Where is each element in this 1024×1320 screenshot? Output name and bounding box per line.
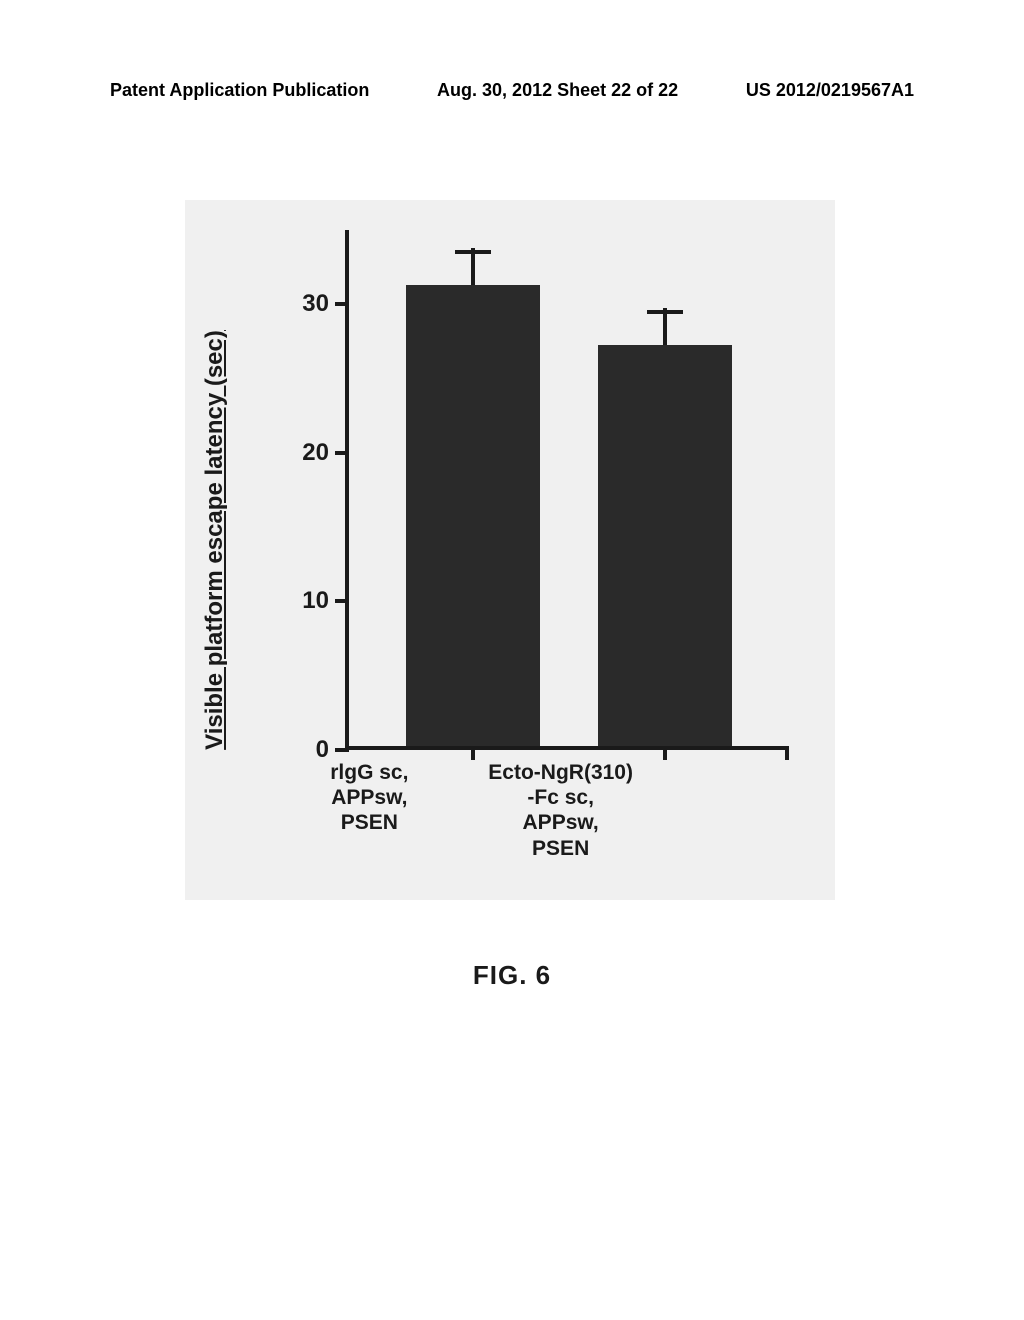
bar — [406, 285, 540, 746]
error-bar-cap — [455, 250, 491, 254]
chart-inner: Visible platform escape latency (sec) 01… — [245, 230, 805, 850]
x-category-label: Ecto-NgR(310)-Fc sc,APPsw,PSEN — [461, 760, 661, 861]
y-tick — [335, 599, 349, 603]
x-tick — [471, 746, 475, 760]
bar — [598, 345, 732, 746]
error-bar-cap — [647, 310, 683, 314]
y-axis-label: Visible platform escape latency (sec) — [201, 330, 229, 750]
page-header: Patent Application Publication Aug. 30, … — [0, 80, 1024, 101]
y-tick — [335, 302, 349, 306]
x-tick — [663, 746, 667, 760]
plot-area: 0102030 — [345, 230, 785, 750]
y-tick-label: 30 — [289, 290, 329, 318]
figure-label: FIG. 6 — [473, 960, 551, 991]
chart-container: Visible platform escape latency (sec) 01… — [185, 200, 835, 900]
x-tick — [785, 746, 789, 760]
header-center: Aug. 30, 2012 Sheet 22 of 22 — [437, 80, 678, 101]
y-tick-label: 20 — [289, 439, 329, 467]
y-tick — [335, 748, 349, 752]
header-right: US 2012/0219567A1 — [746, 80, 914, 101]
header-left: Patent Application Publication — [110, 80, 369, 101]
x-category-label: rlgG sc,APPsw,PSEN — [269, 760, 469, 836]
y-tick — [335, 451, 349, 455]
y-tick-label: 10 — [289, 587, 329, 615]
